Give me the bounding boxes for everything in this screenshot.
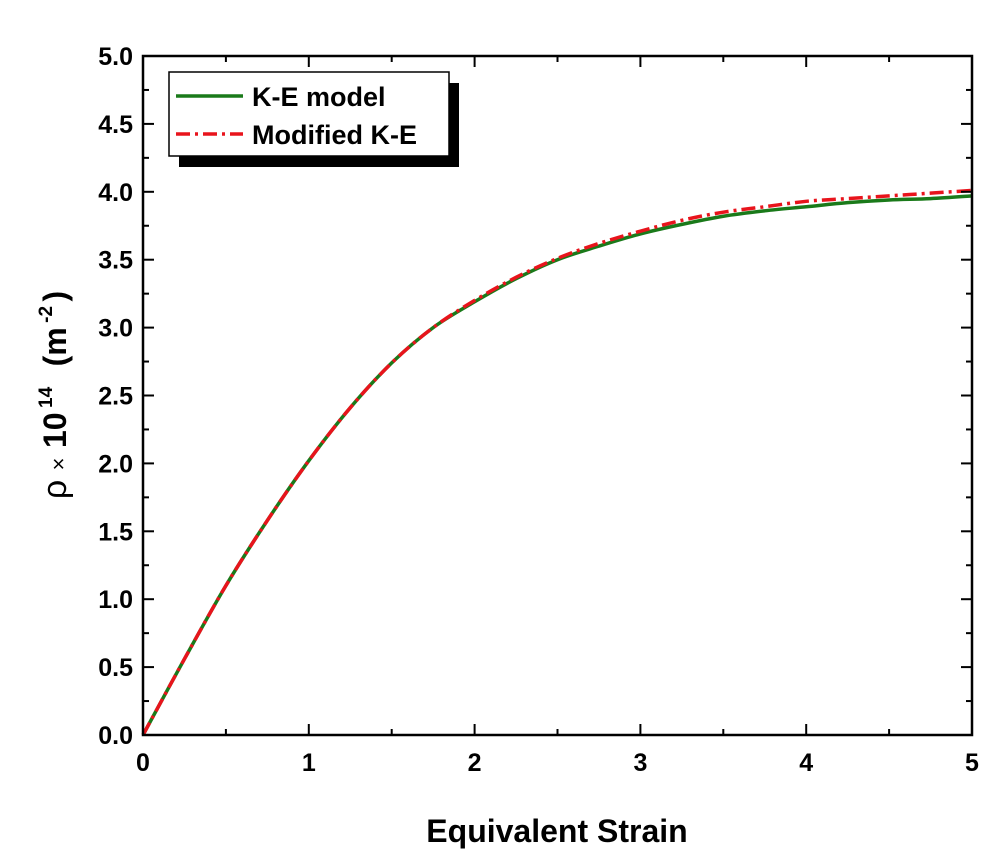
y-tick-label: 1.0 bbox=[98, 586, 133, 614]
x-tick-label: 3 bbox=[633, 749, 647, 777]
y-tick-label: 3.5 bbox=[98, 247, 133, 275]
y-axis-title: ρ × 10 14 (m -2 ) bbox=[36, 291, 74, 499]
x-axis-title: Equivalent Strain bbox=[426, 813, 687, 849]
y-tick-label: 5.0 bbox=[98, 43, 133, 71]
y-tick-label: 3.0 bbox=[98, 315, 133, 343]
y-tick-label: 4.5 bbox=[98, 111, 133, 139]
y-tick-label: 1.5 bbox=[98, 518, 133, 546]
legend-box bbox=[168, 71, 450, 157]
legend-label-modified-ke: Modified K-E bbox=[252, 120, 417, 150]
series-layer bbox=[141, 188, 973, 736]
legend: K-E model Modified K-E bbox=[168, 71, 459, 167]
y-tick-label: 0.0 bbox=[98, 722, 133, 750]
y-axis-title-unit-exponent: -2 bbox=[36, 306, 57, 323]
x-tick-label: 4 bbox=[799, 749, 813, 777]
y-tick-label: 2.0 bbox=[98, 450, 133, 478]
x-tick-label: 1 bbox=[302, 749, 316, 777]
y-tick-label: 2.5 bbox=[98, 383, 133, 411]
legend-label-ke-model: K-E model bbox=[252, 82, 386, 112]
y-tick-label: 4.0 bbox=[98, 179, 133, 207]
tick-layer: 0 1 2 3 4 5 0.0 0.5 1.0 1.5 2.0 2.5 3.0 3.5 4.0 4.5 5.0 bbox=[98, 43, 979, 777]
x-tick-label: 2 bbox=[468, 749, 482, 777]
y-axis-title-unit-open: (m bbox=[37, 327, 73, 366]
series-line-modified-k-e bbox=[141, 188, 973, 736]
y-tick-label: 0.5 bbox=[98, 654, 133, 682]
y-axis-title-symbol: ρ bbox=[36, 480, 74, 499]
x-tick-label: 0 bbox=[136, 749, 150, 777]
svg-text:ρ × 10: ρ × 10 14 (m -2 ) bbox=[36, 291, 74, 499]
y-axis-title-times: × bbox=[46, 458, 71, 471]
x-tick-label: 5 bbox=[965, 749, 979, 777]
y-axis-title-base: 10 bbox=[37, 412, 73, 448]
y-axis-title-unit-close: ) bbox=[37, 291, 73, 302]
y-axis-title-exponent: 14 bbox=[36, 386, 57, 408]
